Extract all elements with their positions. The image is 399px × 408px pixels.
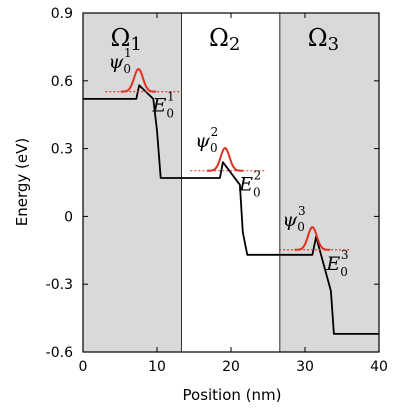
region-label-2: Ω2 xyxy=(209,24,240,55)
annotation-layer: ψ01 E01 ψ02 E02 ψ03 E03 xyxy=(109,46,349,279)
wavefunction-1 xyxy=(120,67,157,93)
x-tick-label-0: 0 xyxy=(79,359,88,375)
x-axis-label: Position (nm) xyxy=(183,386,282,404)
y-tick-label-4: 0.6 xyxy=(51,74,73,90)
x-tick-label-4: 40 xyxy=(370,359,388,375)
psi-label-3: ψ03 xyxy=(282,204,305,234)
y-tick-label-5: 0.9 xyxy=(51,6,73,22)
regions-layer: Ω1 Ω2 Ω3 xyxy=(83,13,379,352)
energy-label-1: E01 xyxy=(152,90,175,121)
region-label-1: Ω1 xyxy=(111,24,142,55)
region-label-3: Ω3 xyxy=(308,24,339,55)
wavefunction-2 xyxy=(207,147,243,172)
region-2 xyxy=(181,13,280,352)
psi-label-2: ψ02 xyxy=(195,125,218,155)
y-tick-label-0: -0.6 xyxy=(46,345,73,361)
wavefunction-layer xyxy=(105,67,350,251)
energy-label-2: E02 xyxy=(238,169,261,200)
energy-label-3: E03 xyxy=(325,248,348,279)
wavefunction-3 xyxy=(294,226,331,251)
y-tick-label-3: 0.3 xyxy=(51,142,73,158)
psi-label-1: ψ01 xyxy=(109,46,132,76)
x-tick-label-3: 30 xyxy=(296,359,314,375)
x-tick-label-1: 10 xyxy=(148,359,166,375)
y-axis-label: Energy (eV) xyxy=(13,138,31,226)
axes-layer: 0 10 20 30 40 -0.6 -0.3 0 0.3 0.6 0.9 xyxy=(46,6,388,375)
y-tick-label-1: -0.3 xyxy=(46,277,73,293)
region-1 xyxy=(83,13,182,352)
x-tick-label-2: 20 xyxy=(222,359,240,375)
y-tick-label-2: 0 xyxy=(64,209,73,225)
region-3 xyxy=(279,13,379,352)
